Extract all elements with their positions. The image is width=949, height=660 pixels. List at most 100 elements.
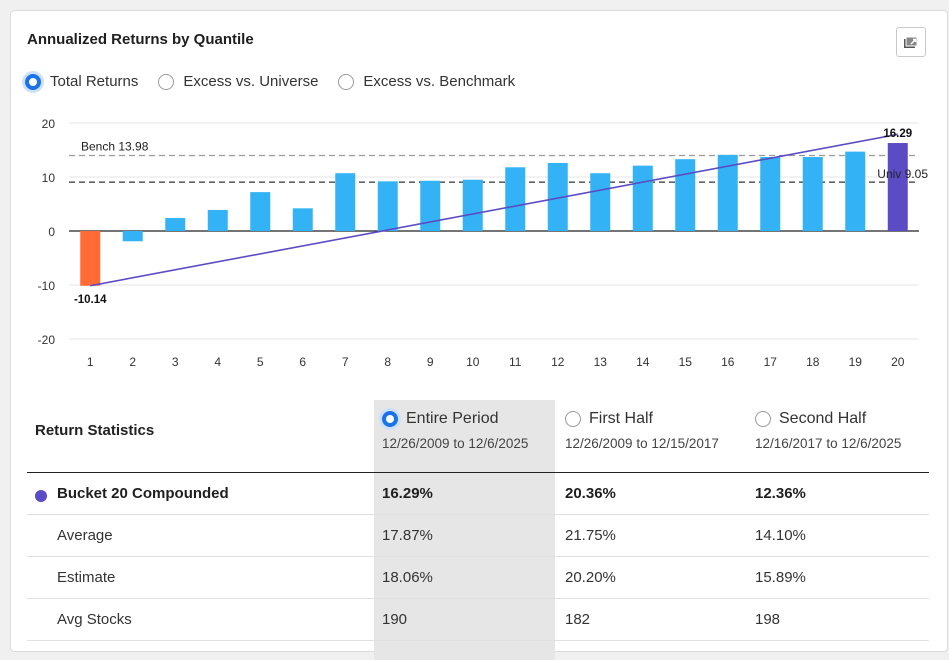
- y-tick-label: -10: [38, 279, 56, 293]
- table-row: Avg Stocks 190 182 198: [27, 599, 929, 641]
- x-tick-label: 16: [721, 355, 735, 369]
- row-value: 190: [382, 611, 408, 628]
- row-value: 17.87%: [382, 527, 433, 544]
- export-button[interactable]: [896, 27, 926, 57]
- table-row: Average 17.87% 21.75% 14.10%: [27, 515, 929, 557]
- bar: [887, 143, 908, 231]
- row-value: 18.06%: [382, 569, 433, 586]
- table-row: Estimate 18.06% 20.20% 15.89%: [27, 557, 929, 599]
- export-icon: [904, 36, 918, 48]
- option-total-returns[interactable]: Total Returns: [25, 73, 138, 90]
- x-tick-label: 5: [257, 355, 264, 369]
- radio-icon[interactable]: [338, 73, 355, 90]
- series-dot: [35, 490, 47, 502]
- period-label: First Half: [589, 410, 653, 427]
- bar: [802, 157, 823, 231]
- x-tick-label: 10: [466, 355, 480, 369]
- bar: [462, 179, 483, 231]
- row-value: 14.10%: [755, 527, 806, 544]
- bar: [207, 209, 228, 231]
- option-excess-benchmark[interactable]: Excess vs. Benchmark: [338, 73, 515, 90]
- x-tick-label: 11: [509, 355, 522, 369]
- x-tick-label: 14: [636, 355, 650, 369]
- option-excess-universe[interactable]: Excess vs. Universe: [158, 73, 318, 90]
- period-entire[interactable]: Entire Period 12/26/2009 to 12/6/2025: [382, 410, 528, 451]
- x-tick-label: 2: [129, 355, 136, 369]
- x-tick-label: 13: [594, 355, 608, 369]
- bar: [632, 165, 653, 231]
- row-label: Bucket 20 Compounded: [57, 485, 229, 502]
- bar: [292, 208, 313, 231]
- option-label: Total Returns: [50, 73, 139, 90]
- option-label: Excess vs. Benchmark: [363, 73, 516, 90]
- row-value: 12.36%: [755, 485, 806, 502]
- radio-icon[interactable]: [25, 73, 41, 90]
- row-value: 15.89%: [755, 569, 806, 586]
- row-label: Estimate: [57, 569, 116, 586]
- row-value: 20.36%: [565, 485, 616, 502]
- x-tick-label: 17: [764, 355, 778, 369]
- radio-icon[interactable]: [158, 73, 175, 90]
- bar: [547, 162, 568, 231]
- row-value: 182: [565, 611, 591, 628]
- stats-title: Return Statistics: [35, 422, 155, 439]
- y-tick-label: 0: [48, 225, 55, 239]
- x-tick-label: 3: [172, 355, 179, 369]
- bar: [590, 173, 611, 231]
- row-value: 20.20%: [565, 569, 616, 586]
- bar: [505, 167, 526, 231]
- x-tick-label: 1: [87, 355, 94, 369]
- quantile-panel: Annualized Returns by Quantile Total Ret…: [10, 10, 948, 660]
- view-options: Total Returns Excess vs. Universe Excess…: [25, 73, 535, 90]
- x-tick-label: 12: [551, 355, 565, 369]
- row-label: Average: [57, 527, 113, 544]
- radio-icon[interactable]: [755, 411, 771, 427]
- trend-line: [90, 133, 898, 287]
- bar: [80, 231, 101, 286]
- period-dates: 12/26/2009 to 12/6/2025: [382, 436, 529, 451]
- x-tick-label: 8: [384, 355, 391, 369]
- bar: [377, 181, 398, 231]
- bar: [122, 231, 143, 242]
- y-tick-label: -20: [38, 333, 56, 347]
- y-tick-label: 10: [42, 171, 56, 185]
- y-tick-label: 20: [42, 117, 56, 131]
- x-tick-label: 6: [299, 355, 306, 369]
- table-row: Bucket 20 Compounded 16.29% 20.36% 12.36…: [27, 473, 929, 515]
- univ-label: Univ 9.05: [877, 167, 928, 181]
- selected-period-column: [374, 400, 555, 660]
- data-label-last: 16.29: [883, 128, 912, 140]
- option-label: Excess vs. Universe: [183, 73, 319, 90]
- period-label: Second Half: [779, 410, 867, 427]
- x-tick-label: 19: [849, 355, 863, 369]
- x-tick-label: 15: [679, 355, 693, 369]
- period-dates: 12/26/2009 to 12/15/2017: [565, 436, 719, 451]
- period-first-half[interactable]: First Half 12/26/2009 to 12/15/2017: [565, 410, 719, 451]
- row-value: 198: [755, 611, 781, 628]
- row-label: Avg Stocks: [57, 611, 132, 628]
- bench-label: Bench 13.98: [81, 140, 149, 154]
- period-label: Entire Period: [406, 410, 499, 427]
- bar: [760, 157, 781, 231]
- panel-title: Annualized Returns by Quantile: [27, 31, 254, 48]
- bar: [717, 154, 738, 231]
- header-divider: [27, 472, 929, 473]
- x-tick-label: 20: [891, 355, 905, 369]
- radio-icon[interactable]: [565, 411, 581, 427]
- bar: [165, 218, 186, 231]
- x-tick-label: 18: [806, 355, 820, 369]
- data-label-first: -10.14: [74, 294, 107, 306]
- period-second-half[interactable]: Second Half 12/16/2017 to 12/6/2025: [755, 410, 901, 451]
- bar: [335, 173, 356, 231]
- period-dates: 12/16/2017 to 12/6/2025: [755, 436, 902, 451]
- bar: [250, 192, 271, 231]
- bar: [845, 151, 866, 231]
- radio-icon[interactable]: [382, 411, 398, 427]
- row-value: 21.75%: [565, 527, 616, 544]
- bar: [420, 180, 441, 231]
- x-tick-label: 9: [427, 355, 434, 369]
- bar: [675, 159, 696, 231]
- x-tick-label: 7: [342, 355, 349, 369]
- x-tick-label: 4: [214, 355, 221, 369]
